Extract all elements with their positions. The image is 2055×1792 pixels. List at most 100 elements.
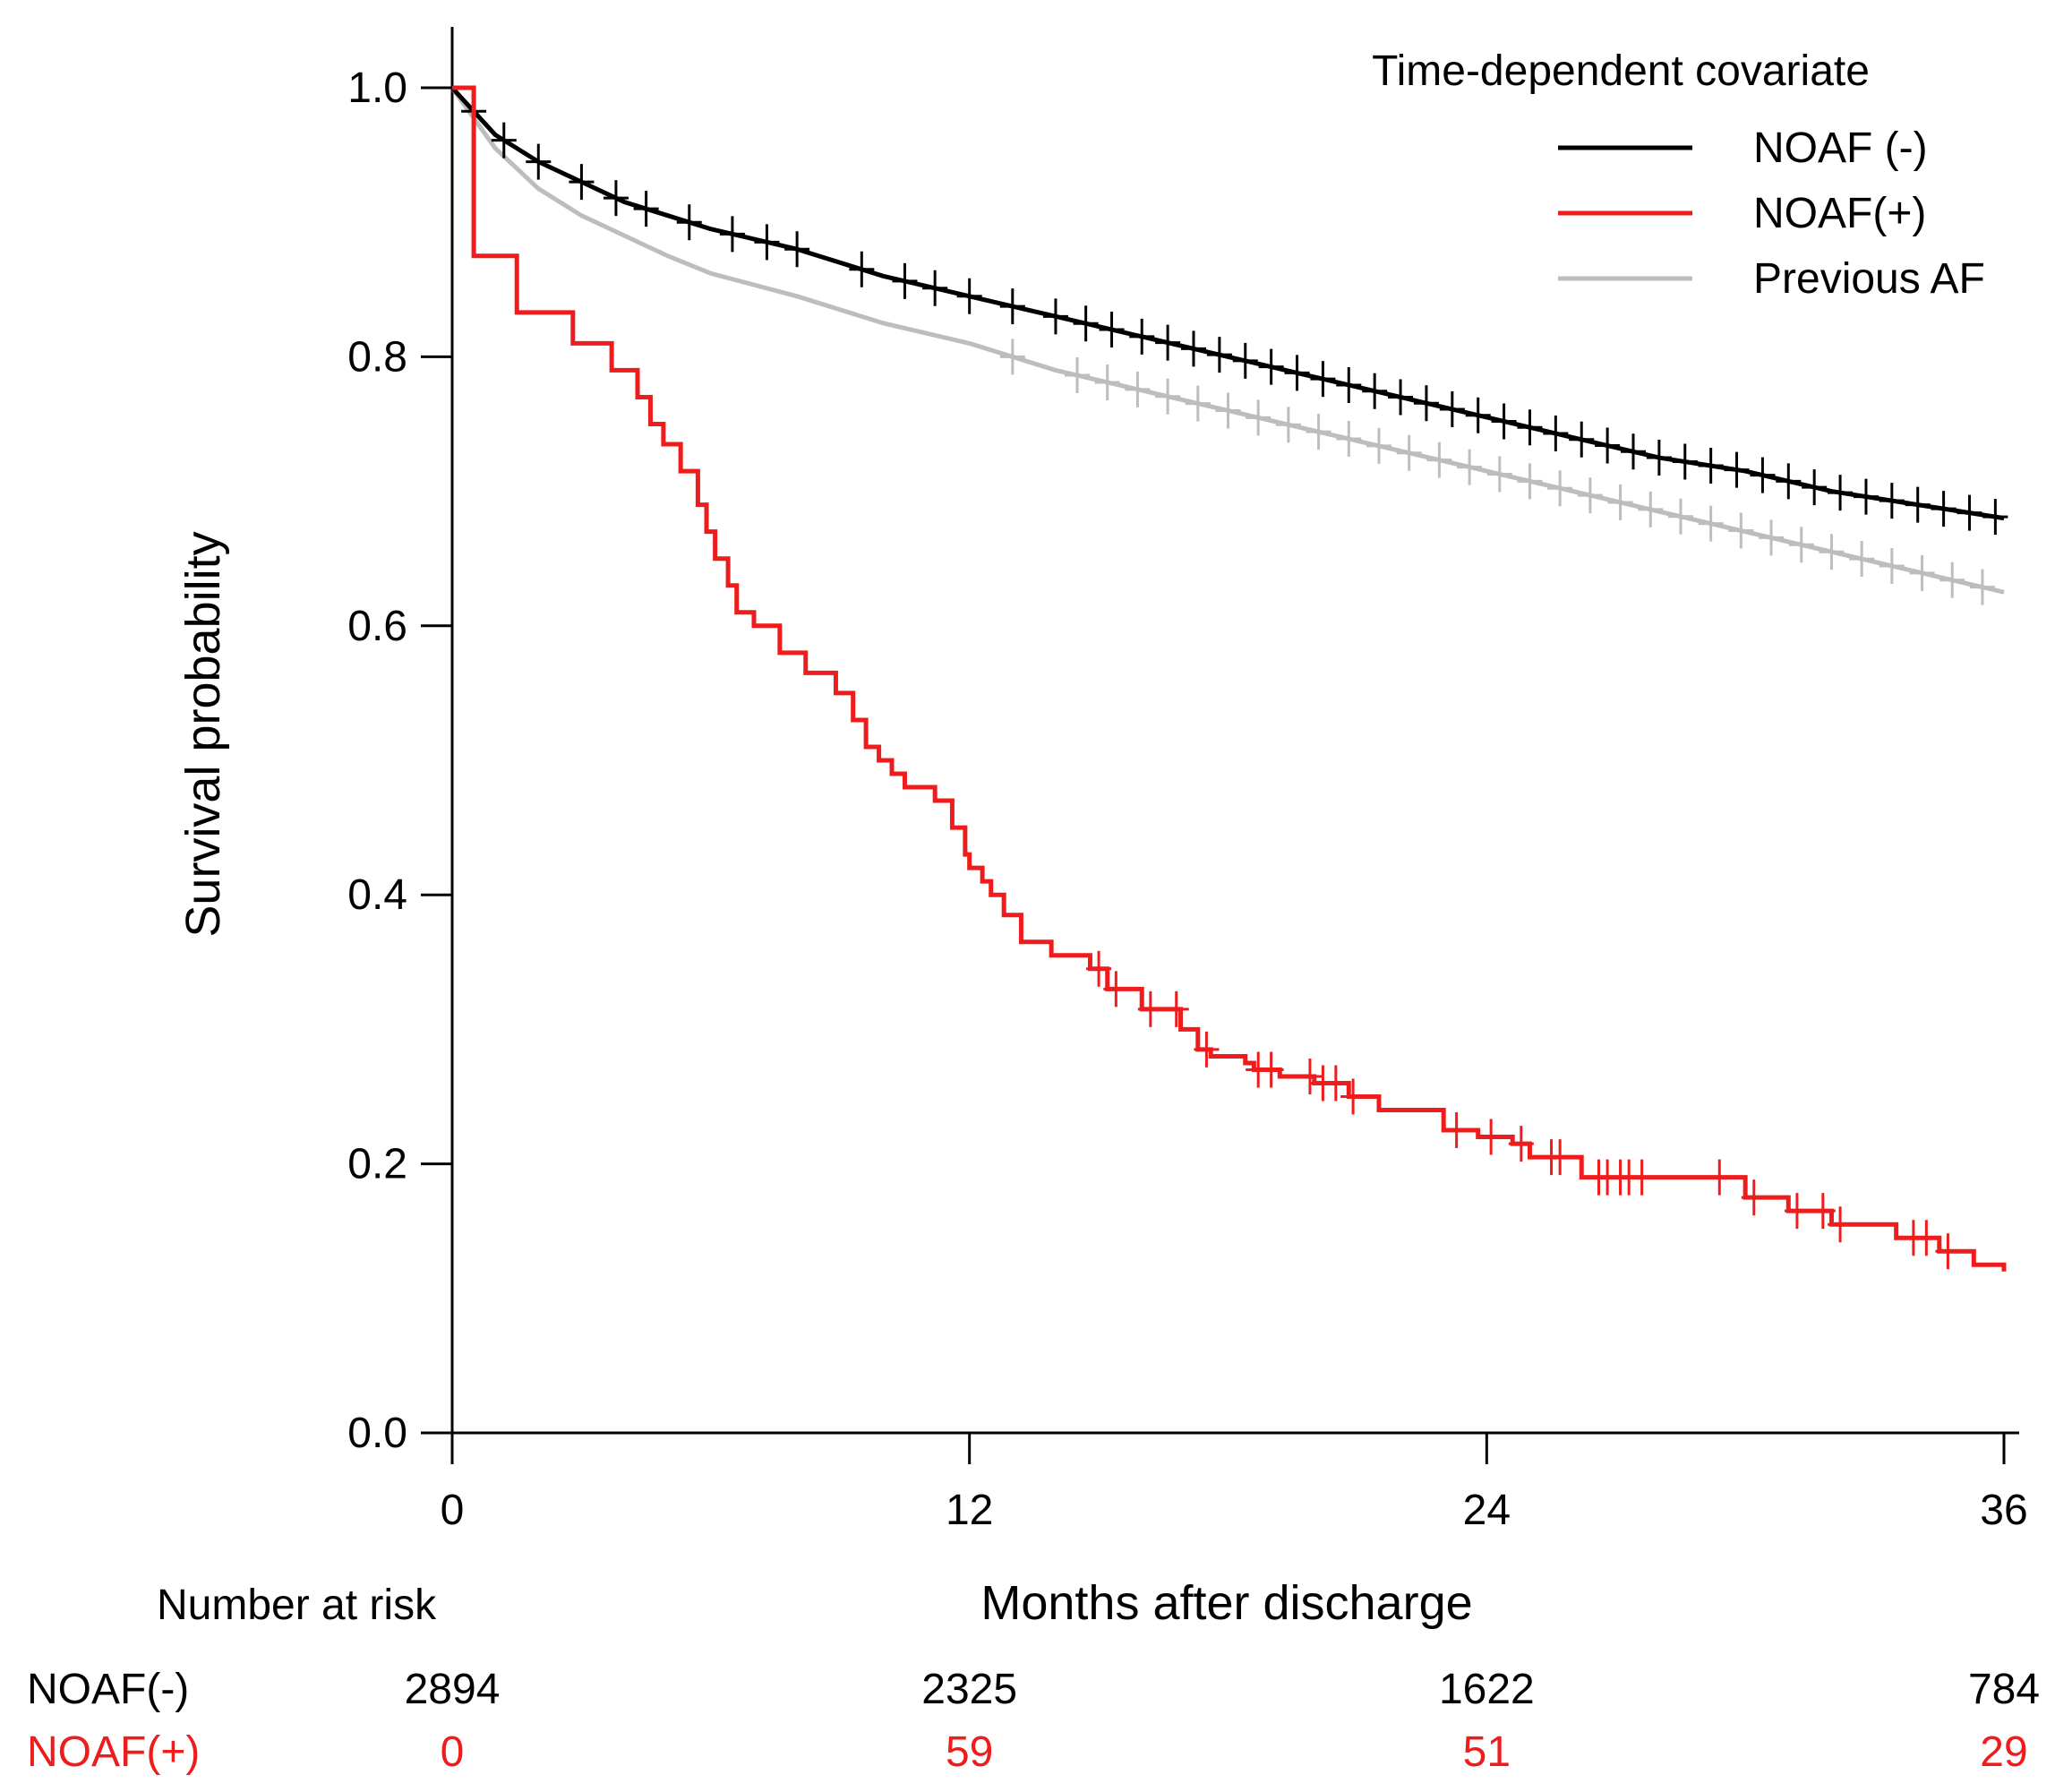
censor-mark — [1457, 449, 1483, 485]
axes: 0.0 0.2 0.4 0.6 0.8 1.0 0 12 24 36 — [347, 27, 2028, 1534]
censor-mark — [1439, 390, 1465, 427]
censor-mark — [1698, 505, 1724, 542]
x-tick-label: 12 — [946, 1487, 993, 1534]
censor-mark — [1621, 433, 1647, 470]
censor-mark — [1741, 1179, 1767, 1216]
censor-mark — [1323, 1065, 1349, 1102]
censor-mark — [1646, 440, 1672, 476]
censor-mark — [1366, 427, 1391, 464]
censor-mark — [999, 339, 1025, 375]
censor-mark — [1180, 330, 1206, 367]
censor-mark — [1042, 298, 1068, 335]
legend-entry: NOAF(+) — [1753, 190, 1926, 237]
censor-mark — [719, 216, 745, 253]
censor-mark — [1336, 366, 1362, 403]
censor-mark — [1125, 371, 1151, 407]
censor-mark — [1129, 318, 1155, 355]
censor-mark — [1275, 407, 1301, 443]
censor-mark — [1957, 494, 1982, 531]
censor-mark — [1137, 990, 1163, 1027]
censor-mark — [1258, 348, 1284, 385]
censor-mark — [1788, 527, 1814, 563]
censor-mark — [1508, 1126, 1534, 1162]
censor-mark — [1909, 554, 1935, 591]
censor-mark — [1629, 1159, 1655, 1196]
series-layer — [450, 85, 2008, 1272]
censor-mark — [1776, 463, 1802, 500]
censor-mark — [892, 262, 918, 299]
censor-mark — [569, 164, 595, 201]
censor-mark — [1547, 470, 1573, 507]
legend-title: Time-dependent covariate — [1372, 47, 1870, 95]
censor-mark — [1185, 385, 1211, 422]
censor-mark — [1879, 547, 1905, 584]
censor-mark — [526, 143, 552, 180]
censor-mark — [849, 251, 875, 287]
labels: Months after discharge Survival probabili… — [176, 531, 1473, 1630]
censor-mark — [1478, 1119, 1504, 1155]
censor-mark — [784, 231, 810, 268]
censor-mark — [1073, 305, 1099, 342]
censor-mark — [1759, 519, 1785, 556]
censor-mark — [1638, 491, 1664, 527]
censor-mark — [1094, 364, 1120, 400]
censor-mark — [1707, 1159, 1733, 1196]
censor-mark — [1517, 409, 1543, 446]
censor-mark — [1086, 950, 1112, 987]
x-tick-label: 36 — [1980, 1487, 2027, 1534]
censor-mark — [1879, 483, 1905, 519]
censor-mark — [1750, 457, 1776, 493]
risk-row-label: NOAF(-) — [27, 1666, 189, 1713]
censor-mark — [1388, 379, 1414, 416]
censor-mark — [1396, 434, 1422, 471]
series-group — [450, 86, 2005, 605]
censor-mark — [1810, 1193, 1836, 1230]
censor-mark — [1486, 456, 1512, 493]
censor-mark — [1828, 1206, 1854, 1243]
risk-count: 2894 — [405, 1666, 501, 1713]
censor-mark — [1543, 416, 1569, 452]
risk-count: 29 — [1980, 1728, 2027, 1776]
risk-count: 784 — [1968, 1666, 2040, 1713]
censor-mark — [1297, 1058, 1323, 1094]
censor-mark — [676, 204, 702, 241]
censor-mark — [1362, 373, 1388, 409]
risk-count: 0 — [441, 1728, 465, 1776]
censor-mark — [1969, 569, 1995, 605]
x-axis-title: Months after discharge — [980, 1576, 1472, 1630]
censor-mark — [1784, 1193, 1810, 1230]
censor-mark — [1206, 337, 1232, 373]
risk-count: 2325 — [921, 1666, 1017, 1713]
censor-mark — [1724, 451, 1750, 488]
censor-mark — [1443, 1112, 1469, 1149]
censor-mark — [1099, 311, 1125, 347]
censor-mark — [1828, 475, 1854, 511]
censor-mark — [1246, 399, 1272, 436]
censor-mark — [1931, 491, 1957, 527]
censor-mark — [1310, 361, 1336, 398]
censor-mark — [1935, 1233, 1961, 1270]
censor-mark — [922, 270, 948, 306]
censor-mark — [1284, 355, 1310, 391]
risk-count: 51 — [1463, 1728, 1511, 1776]
censor-mark — [1491, 403, 1517, 440]
x-tick-label: 24 — [1463, 1487, 1511, 1534]
censor-mark — [1465, 397, 1491, 433]
censor-mark — [603, 180, 629, 217]
censor-mark — [999, 288, 1025, 325]
y-tick-label: 0.0 — [347, 1410, 407, 1457]
censor-mark — [1802, 469, 1828, 506]
risk-count: 1622 — [1439, 1666, 1535, 1713]
censor-mark — [1728, 512, 1754, 549]
censor-mark — [1853, 478, 1879, 515]
censor-mark — [1426, 442, 1452, 478]
censor-mark — [754, 224, 780, 261]
censor-mark — [1698, 448, 1724, 484]
y-tick-label: 0.6 — [347, 603, 407, 650]
censor-mark — [1232, 342, 1258, 379]
censor-mark — [1672, 443, 1698, 480]
risk-table: Number at risk NOAF(-) 2894 2325 1622 784 NOAF… — [27, 1582, 2040, 1776]
censor-mark — [491, 122, 517, 159]
censor-mark — [1939, 562, 1965, 598]
